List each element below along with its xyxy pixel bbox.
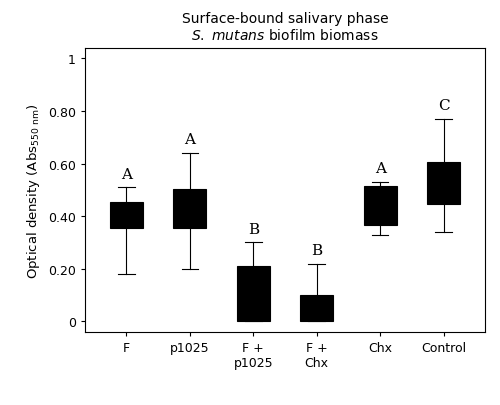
PathPatch shape bbox=[110, 202, 143, 228]
PathPatch shape bbox=[174, 189, 206, 228]
Text: A: A bbox=[121, 167, 132, 181]
Text: B: B bbox=[311, 243, 322, 257]
Text: B: B bbox=[248, 222, 259, 236]
PathPatch shape bbox=[364, 186, 396, 226]
Text: C: C bbox=[438, 99, 450, 113]
Title: Surface-bound salivary phase
$\it{S.\ mutans}$ biofilm biomass: Surface-bound salivary phase $\it{S.\ mu… bbox=[182, 12, 388, 43]
PathPatch shape bbox=[236, 266, 270, 322]
Text: A: A bbox=[184, 133, 196, 147]
Text: A: A bbox=[374, 162, 386, 176]
PathPatch shape bbox=[427, 163, 460, 205]
PathPatch shape bbox=[300, 295, 334, 322]
Y-axis label: Optical density (Abs$_{\mathregular{550\ nm}}$): Optical density (Abs$_{\mathregular{550\… bbox=[26, 103, 42, 278]
